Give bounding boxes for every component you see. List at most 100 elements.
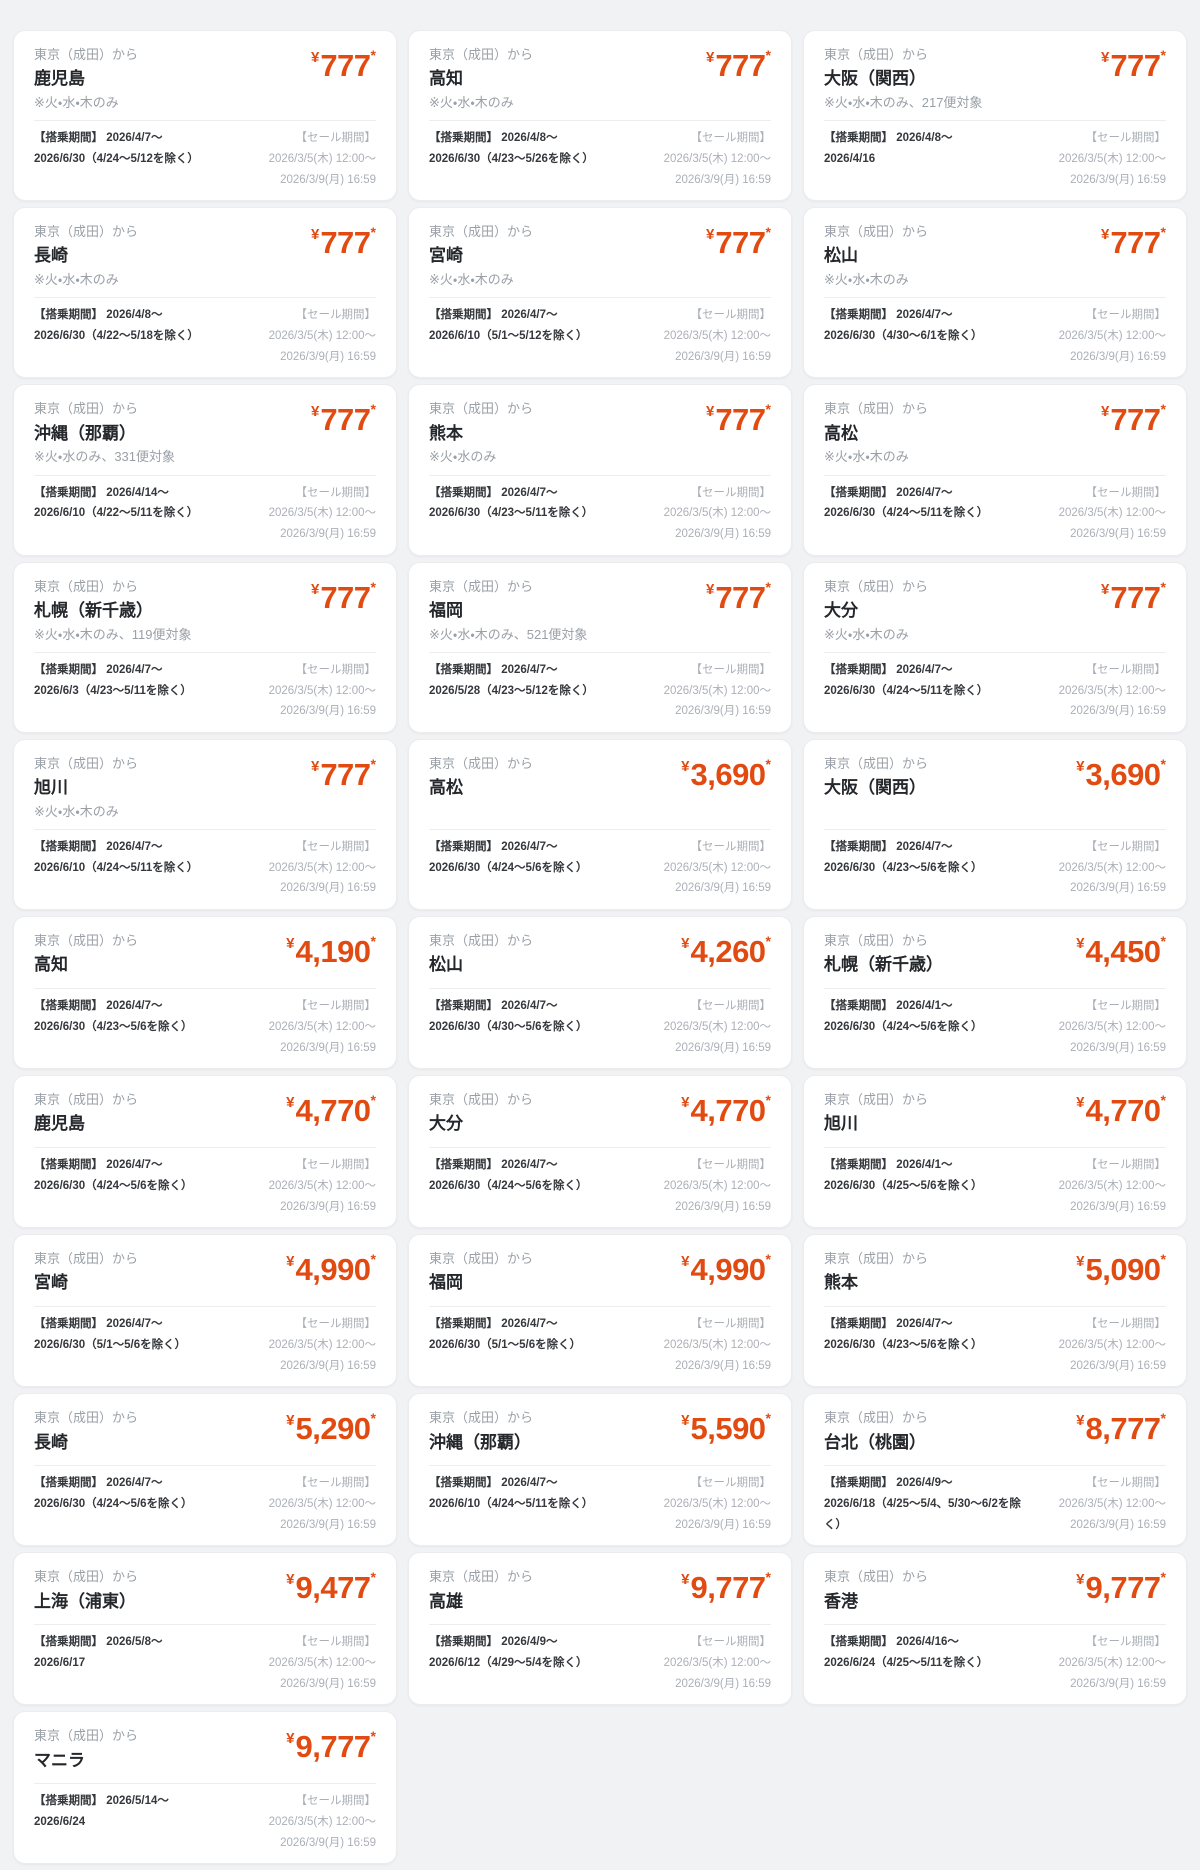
sale-period: 【セール期間】2026/3/5(木) 12:00～ 2026/3/9(月) 16… <box>232 837 376 899</box>
price-amount: 777 <box>715 402 766 438</box>
price-amount: 777 <box>320 756 371 792</box>
destination-label: 長崎 <box>34 1432 68 1452</box>
boarding-period-line1: 【搭乗期間】 2026/4/7～ <box>34 1000 163 1013</box>
boarding-period-line1: 【搭乗期間】 2026/4/7～ <box>34 132 163 145</box>
origin-label: 東京（成田）から <box>824 933 929 949</box>
fare-card[interactable]: 東京（成田）から 高松 ※火・水・木のみ ¥777* 【搭乗期間】 2026/4… <box>803 384 1187 556</box>
fare-card-footer: 【搭乗期間】 2026/5/8～ 2026/6/17 【セール期間】2026/3… <box>34 1624 376 1694</box>
fare-card-body: 東京（成田）から 大分 ¥4,770* <box>429 1091 771 1139</box>
fare-card-footer: 【搭乗期間】 2026/4/7～ 2026/5/28（4/23～5/12を除く）… <box>429 651 771 722</box>
fare-card[interactable]: 東京（成田）から 高雄 ¥9,777* 【搭乗期間】 2026/4/9～ 202… <box>408 1552 792 1706</box>
fare-price: ¥777* <box>311 755 376 790</box>
fare-card[interactable]: 東京（成田）から 長崎 ¥5,290* 【搭乗期間】 2026/4/7～ 202… <box>13 1393 397 1547</box>
fare-card[interactable]: 東京（成田）から 上海（浦東） ¥9,477* 【搭乗期間】 2026/5/8～… <box>13 1552 397 1706</box>
fare-card[interactable]: 東京（成田）から 沖縄（那覇） ※火・水のみ、331便対象 ¥777* 【搭乗期… <box>13 384 397 556</box>
fare-card-body: 東京（成田）から 台北（桃園） ¥8,777* <box>824 1409 1166 1457</box>
price-amount: 5,090 <box>1085 1252 1161 1288</box>
price-amount: 9,777 <box>295 1729 371 1765</box>
fare-card[interactable]: 東京（成田）から 高知 ¥4,190* 【搭乗期間】 2026/4/7～ 202… <box>13 916 397 1070</box>
boarding-period: 【搭乗期間】 2026/4/16～ 2026/6/24（4/25～5/11を除く… <box>824 1632 988 1673</box>
fare-card-info: 東京（成田）から 大阪（関西） ※火・水・木のみ、217便対象 <box>824 46 982 112</box>
boarding-period-line1: 【搭乗期間】 2026/4/7～ <box>34 1477 163 1490</box>
fare-price: ¥4,990* <box>681 1250 771 1285</box>
price-amount: 777 <box>320 225 371 261</box>
price-asterisk: * <box>1160 1410 1166 1427</box>
fare-card[interactable]: 東京（成田）から 大分 ※火・水・木のみ ¥777* 【搭乗期間】 2026/4… <box>803 561 1187 733</box>
sale-period-line1: 【セール期間】2026/3/5(木) 12:00～ <box>268 1477 376 1510</box>
currency-symbol: ¥ <box>705 226 715 244</box>
fare-card[interactable]: 東京（成田）から 札幌（新千歳） ※火・水・木のみ、119便対象 ¥777* 【… <box>13 561 397 733</box>
fare-card[interactable]: 東京（成田）から 長崎 ※火・水・木のみ ¥777* 【搭乗期間】 2026/4… <box>13 207 397 379</box>
boarding-period: 【搭乗期間】 2026/4/8～ 2026/6/30（4/22～5/18を除く） <box>34 305 199 346</box>
fare-card[interactable]: 東京（成田）から 大分 ¥4,770* 【搭乗期間】 2026/4/7～ 202… <box>408 1075 792 1229</box>
boarding-period-line2: 2026/5/28（4/23～5/12を除く） <box>429 684 594 697</box>
boarding-period-line2: 2026/6/24 <box>34 1816 86 1829</box>
price-asterisk: * <box>370 1728 376 1745</box>
destination-label: 札幌（新千歳） <box>824 955 943 975</box>
boarding-period-line2: 2026/6/10（4/22～5/11を除く） <box>34 507 199 520</box>
fare-card-footer: 【搭乗期間】 2026/4/7～ 2026/6/30（4/24～5/6を除く） … <box>429 829 771 899</box>
fare-card[interactable]: 東京（成田）から 台北（桃園） ¥8,777* 【搭乗期間】 2026/4/9～… <box>803 1393 1187 1547</box>
origin-label: 東京（成田）から <box>429 933 534 949</box>
sale-period: 【セール期間】2026/3/5(木) 12:00～ 2026/3/9(月) 16… <box>627 1155 771 1217</box>
sale-period-line2: 2026/3/9(月) 16:59 <box>1070 173 1166 186</box>
fare-card[interactable]: 東京（成田）から 旭川 ※火・水・木のみ ¥777* 【搭乗期間】 2026/4… <box>13 738 397 911</box>
fare-card-footer: 【搭乗期間】 2026/4/8～ 2026/4/16 【セール期間】2026/3… <box>824 120 1166 190</box>
price-amount: 777 <box>1110 225 1161 261</box>
fare-card[interactable]: 東京（成田）から 札幌（新千歳） ¥4,450* 【搭乗期間】 2026/4/1… <box>803 916 1187 1070</box>
boarding-period: 【搭乗期間】 2026/4/7～ 2026/6/30（4/23～5/11を除く） <box>429 483 593 524</box>
currency-symbol: ¥ <box>705 580 715 598</box>
boarding-period: 【搭乗期間】 2026/4/7～ 2026/5/28（4/23～5/12を除く） <box>429 660 594 701</box>
fare-note-label: ※火・水・木のみ <box>34 94 119 110</box>
currency-symbol: ¥ <box>1100 580 1110 598</box>
fare-card[interactable]: 東京（成田）から 宮崎 ¥4,990* 【搭乗期間】 2026/4/7～ 202… <box>13 1234 397 1388</box>
fare-card-info: 東京（成田）から 大阪（関西） <box>824 755 928 803</box>
price-amount: 4,990 <box>295 1252 371 1288</box>
sale-period-line1: 【セール期間】2026/3/5(木) 12:00～ <box>663 1159 771 1192</box>
boarding-period-line2: 2026/6/30（4/23～5/6を除く） <box>34 1020 193 1033</box>
fare-card-info: 東京（成田）から 高雄 <box>429 1568 533 1616</box>
origin-label: 東京（成田）から <box>429 1410 534 1426</box>
boarding-period-line1: 【搭乗期間】 2026/4/7～ <box>824 663 953 676</box>
fare-card[interactable]: 東京（成田）から 鹿児島 ¥4,770* 【搭乗期間】 2026/4/7～ 20… <box>13 1075 397 1229</box>
destination-label: 松山 <box>429 955 463 975</box>
boarding-period-line1: 【搭乗期間】 2026/4/16～ <box>824 1636 959 1649</box>
fare-card[interactable]: 東京（成田）から マニラ ¥9,777* 【搭乗期間】 2026/5/14～ 2… <box>13 1711 397 1865</box>
boarding-period-line2: 2026/6/30（4/23～5/11を除く） <box>429 507 594 520</box>
fare-card[interactable]: 東京（成田）から 高松 ¥3,690* 【搭乗期間】 2026/4/7～ 202… <box>408 738 792 911</box>
sale-period-line1: 【セール期間】2026/3/5(木) 12:00～ <box>268 1795 376 1829</box>
fare-card[interactable]: 東京（成田）から 旭川 ¥4,770* 【搭乗期間】 2026/4/1～ 202… <box>803 1075 1187 1229</box>
fare-card[interactable]: 東京（成田）から 松山 ¥4,260* 【搭乗期間】 2026/4/7～ 202… <box>408 916 792 1070</box>
sale-period-line1: 【セール期間】2026/3/5(木) 12:00～ <box>1058 841 1166 874</box>
fare-card[interactable]: 東京（成田）から 沖縄（那覇） ¥5,590* 【搭乗期間】 2026/4/7～… <box>408 1393 792 1547</box>
sale-period-line2: 2026/3/9(月) 16:59 <box>280 1836 376 1849</box>
fare-card[interactable]: 東京（成田）から 大阪（関西） ※火・水・木のみ、217便対象 ¥777* 【搭… <box>803 30 1187 202</box>
fare-card-footer: 【搭乗期間】 2026/4/7～ 2026/6/30（4/23～5/6を除く） … <box>34 988 376 1058</box>
fare-card[interactable]: 東京（成田）から 松山 ※火・水・木のみ ¥777* 【搭乗期間】 2026/4… <box>803 207 1187 379</box>
fare-price: ¥9,777* <box>681 1568 771 1603</box>
currency-symbol: ¥ <box>310 403 320 421</box>
fare-price: ¥5,290* <box>286 1409 376 1444</box>
boarding-period-line2: 2026/6/10（5/1～5/12を除く） <box>429 330 588 343</box>
destination-label: 福岡 <box>429 1273 463 1293</box>
fare-card[interactable]: 東京（成田）から 熊本 ※火・水のみ ¥777* 【搭乗期間】 2026/4/7… <box>408 384 792 556</box>
fare-card[interactable]: 東京（成田）から 大阪（関西） ¥3,690* 【搭乗期間】 2026/4/7～… <box>803 738 1187 911</box>
fare-price: ¥5,090* <box>1076 1250 1166 1285</box>
fare-card[interactable]: 東京（成田）から 鹿児島 ※火・水・木のみ ¥777* 【搭乗期間】 2026/… <box>13 30 397 202</box>
fare-card[interactable]: 東京（成田）から 宮崎 ※火・水・木のみ ¥777* 【搭乗期間】 2026/4… <box>408 207 792 379</box>
sale-period: 【セール期間】2026/3/5(木) 12:00～ 2026/3/9(月) 16… <box>627 1632 771 1694</box>
price-asterisk: * <box>1160 47 1166 63</box>
fare-card[interactable]: 東京（成田）から 香港 ¥9,777* 【搭乗期間】 2026/4/16～ 20… <box>803 1552 1187 1706</box>
price-asterisk: * <box>765 755 771 772</box>
origin-label: 東京（成田）から <box>429 1251 534 1267</box>
boarding-period-line2: 2026/6/30（4/24～5/6を除く） <box>429 1179 588 1192</box>
price-asterisk: * <box>765 1569 771 1586</box>
fare-card[interactable]: 東京（成田）から 熊本 ¥5,090* 【搭乗期間】 2026/4/7～ 202… <box>803 1234 1187 1388</box>
sale-period-line2: 2026/3/9(月) 16:59 <box>675 173 771 186</box>
fare-card-footer: 【搭乗期間】 2026/4/7～ 2026/6/30（4/24～5/11を除く）… <box>824 651 1166 722</box>
fare-card[interactable]: 東京（成田）から 福岡 ※火・水・木のみ、521便対象 ¥777* 【搭乗期間】… <box>408 561 792 733</box>
fare-card[interactable]: 東京（成田）から 高知 ※火・水・木のみ ¥777* 【搭乗期間】 2026/4… <box>408 30 792 202</box>
fare-card[interactable]: 東京（成田）から 福岡 ¥4,990* 【搭乗期間】 2026/4/7～ 202… <box>408 1234 792 1388</box>
sale-period-line1: 【セール期間】2026/3/5(木) 12:00～ <box>1058 1159 1166 1192</box>
price-amount: 4,190 <box>295 934 371 970</box>
